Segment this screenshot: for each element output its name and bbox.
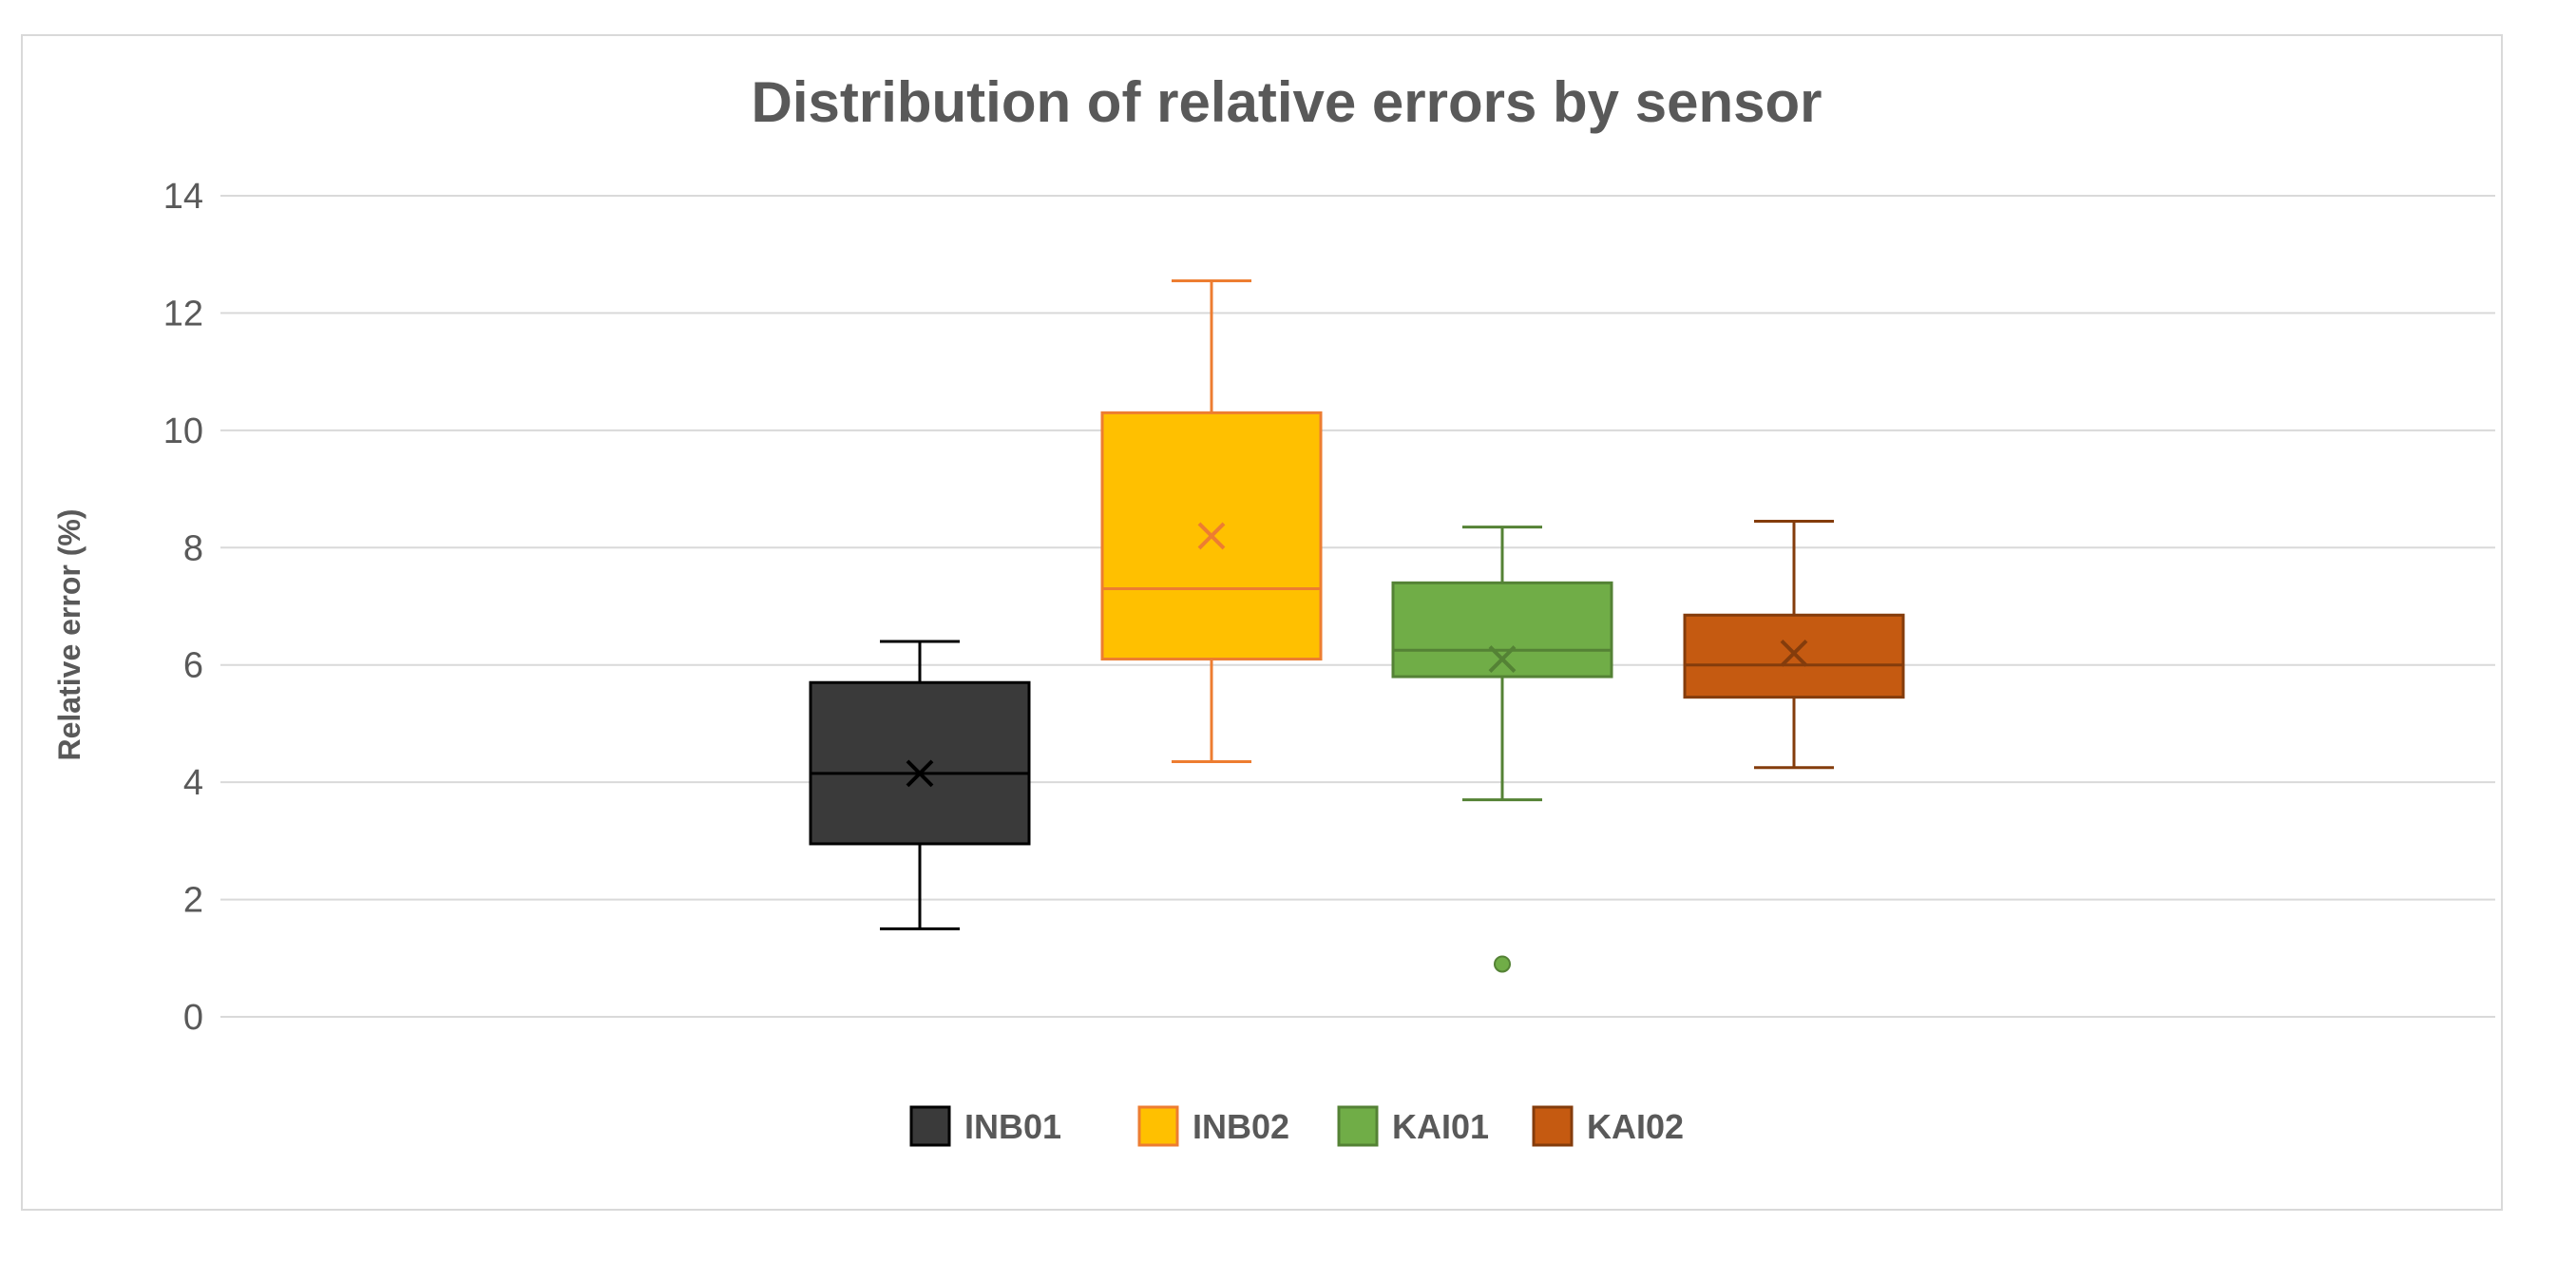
y-tick-label-8: 8 <box>183 528 203 568</box>
box-iqr <box>1683 613 1905 699</box>
legend-item-INB01: INB01 <box>909 1105 1061 1147</box>
y-tick-label-0: 0 <box>183 998 203 1038</box>
legend-swatch <box>1337 1105 1379 1147</box>
gridlines <box>220 195 2495 1018</box>
legend-label: INB01 <box>964 1107 1061 1146</box>
box-iqr <box>809 680 1031 846</box>
mean-marker <box>1197 522 1226 550</box>
legend-label: INB02 <box>1193 1107 1289 1146</box>
boxplot-chart: Distribution of relative errors by senso… <box>52 70 2495 1147</box>
y-tick-label-10: 10 <box>163 411 203 451</box>
legend-label: KAI01 <box>1392 1107 1489 1146</box>
legend-item-KAI02: KAI02 <box>1532 1105 1684 1147</box>
legend-swatch <box>1137 1105 1179 1147</box>
legend-swatch <box>1532 1105 1574 1147</box>
y-axis-title: Relative error (%) <box>52 509 86 761</box>
boxes <box>809 278 1905 973</box>
box-INB02 <box>1100 278 1323 764</box>
legend-item-KAI01: KAI01 <box>1337 1105 1489 1147</box>
box-iqr <box>1391 581 1613 679</box>
legend-item-INB02: INB02 <box>1137 1105 1289 1147</box>
mean-marker <box>906 759 934 788</box>
chart-title: Distribution of relative errors by senso… <box>752 70 1822 134</box>
box-INB01 <box>809 640 1031 930</box>
y-tick-label-2: 2 <box>183 881 203 921</box>
mean-marker <box>1488 645 1517 673</box>
y-tick-label-6: 6 <box>183 646 203 686</box>
y-tick-label-12: 12 <box>163 294 203 334</box>
chart-container: Distribution of relative errors by senso… <box>21 34 2503 1211</box>
mean-marker <box>1780 639 1808 667</box>
box-KAI02 <box>1683 520 1905 770</box>
legend-label: KAI02 <box>1587 1107 1684 1146</box>
box-KAI01 <box>1391 526 1613 973</box>
legend: INB01 INB02 KAI01 KAI02 <box>909 1105 1684 1147</box>
y-axis-ticks: 0 2 4 6 8 10 12 14 <box>163 177 203 1038</box>
legend-swatch <box>909 1105 951 1147</box>
y-tick-label-4: 4 <box>183 763 203 803</box>
outlier-point <box>1494 955 1511 973</box>
y-tick-label-14: 14 <box>163 177 203 217</box>
